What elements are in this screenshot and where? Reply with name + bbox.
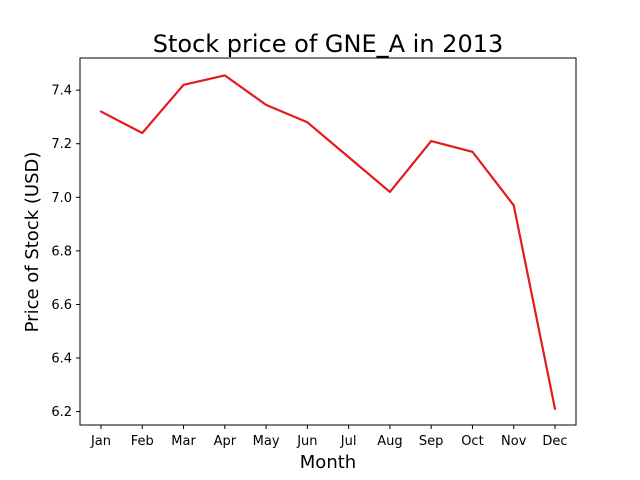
x-tick-label: May — [253, 434, 280, 449]
y-tick-label: 6.4 — [51, 352, 72, 367]
x-tick-label: Mar — [171, 434, 196, 449]
x-tick-label: Sep — [419, 434, 444, 449]
y-tick-label: 7.4 — [51, 84, 72, 99]
x-tick-label: Oct — [461, 434, 483, 449]
y-tick-label: 6.2 — [51, 405, 72, 420]
y-tick-label: 6.8 — [51, 244, 72, 259]
plot-area-frame — [79, 57, 577, 426]
x-tick-label: Dec — [542, 434, 567, 449]
y-axis-title: Price of Stock (USD) — [22, 152, 43, 333]
x-tick-label: Jun — [296, 434, 317, 449]
series-line — [99, 74, 557, 411]
y-tick-label: 7.2 — [51, 137, 72, 152]
y-axis: 6.2 6.4 6.6 6.8 7.0 7.2 7.4 — [51, 84, 80, 420]
x-tick-label: Jul — [340, 434, 357, 449]
y-tick-label: 6.6 — [51, 298, 72, 313]
y-tick-label: 7.0 — [51, 191, 72, 206]
x-axis: Jan Feb Mar Apr May Jun Jul Aug Sep Oct Nov Dec — [90, 425, 568, 449]
chart-title: Stock price of GNE_A in 2013 — [153, 30, 504, 58]
x-tick-label: Apr — [214, 434, 237, 449]
x-axis-title: Month — [300, 452, 356, 473]
series-group — [99, 74, 557, 411]
x-tick-label: Jan — [90, 434, 111, 449]
x-tick-label: Nov — [501, 434, 527, 449]
x-tick-label: Aug — [377, 434, 402, 449]
x-tick-label: Feb — [131, 434, 154, 449]
